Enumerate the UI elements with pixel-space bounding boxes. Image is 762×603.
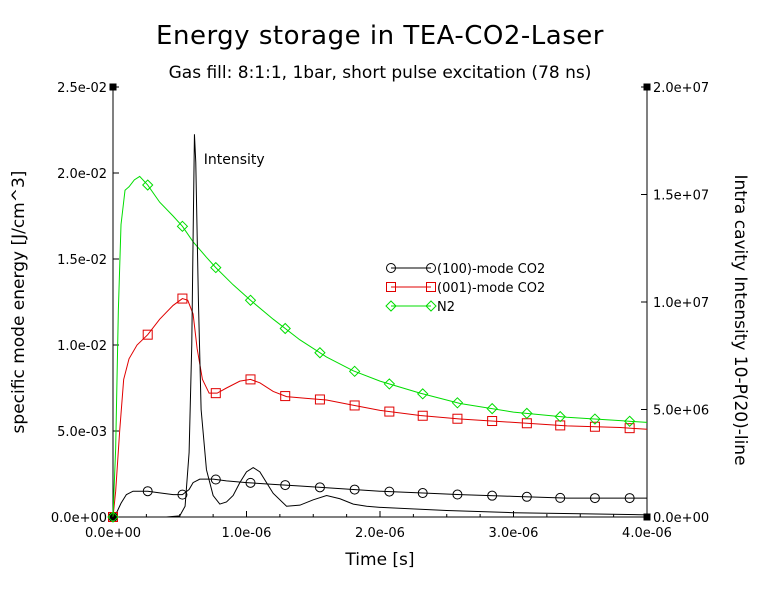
data-point — [384, 486, 395, 497]
data-point — [177, 293, 188, 304]
data-point — [452, 489, 463, 500]
data-point — [314, 347, 326, 359]
legend-marker — [386, 263, 396, 273]
data-point — [384, 406, 395, 417]
y2-tick-label: 5.0e+06 — [653, 404, 709, 419]
data-point — [452, 413, 463, 424]
data-point — [417, 410, 428, 421]
data-point — [349, 400, 360, 411]
y-tick-label: 5.0e-03 — [57, 425, 107, 440]
data-point — [177, 489, 188, 500]
legend-marker — [386, 282, 396, 292]
data-point — [623, 415, 636, 427]
y-tick-label: 2.0e-02 — [57, 167, 107, 182]
data-point — [487, 490, 498, 501]
y2-tick-label: 1.5e+07 — [653, 189, 709, 204]
x-tick-label: 2.0e-06 — [355, 526, 405, 541]
markers-layer — [107, 179, 636, 523]
legend-label: N2 — [437, 300, 455, 315]
chart-title: Energy storage in TEA-CO2-Laser — [156, 21, 604, 51]
data-point — [349, 484, 360, 495]
legend-label: (100)-mode CO2 — [437, 262, 545, 277]
data-point — [210, 261, 222, 274]
y-axis-label: specific mode energy [J/cm^3] — [9, 171, 29, 434]
x-tick-label: 4.0e-06 — [622, 526, 672, 541]
data-point — [417, 388, 429, 400]
x-tick-label: 3.0e-06 — [489, 526, 539, 541]
x-tick-label: 0.0e+00 — [85, 526, 141, 541]
data-point — [210, 388, 221, 399]
y2-tick-label: 0.0e+00 — [653, 511, 709, 526]
data-point — [280, 391, 291, 402]
data-point — [521, 491, 532, 502]
data-point — [107, 511, 119, 523]
data-point — [142, 486, 153, 497]
data-point — [486, 402, 498, 415]
data-point — [589, 413, 601, 425]
series-line — [112, 298, 648, 518]
data-point — [589, 493, 600, 504]
legend-label: (001)-mode CO2 — [437, 281, 545, 296]
legend-marker — [425, 300, 437, 312]
data-point — [624, 423, 635, 434]
y-tick-label: 2.5e-02 — [57, 81, 107, 96]
data-point — [244, 294, 257, 306]
data-point — [142, 179, 154, 191]
data-point — [555, 492, 566, 503]
y2-tick-label: 2.0e+07 — [653, 81, 709, 96]
series-line — [112, 175, 648, 518]
data-point — [245, 477, 256, 488]
data-point — [554, 410, 566, 423]
data-point — [314, 394, 325, 405]
data-point — [624, 493, 635, 504]
data-point — [451, 397, 464, 409]
data-point — [314, 482, 325, 493]
series-line — [113, 134, 648, 518]
legend-marker — [385, 300, 397, 312]
x-axis-label: Time [s] — [344, 550, 414, 570]
annotation-label: Intensity — [204, 152, 265, 168]
data-point — [176, 220, 189, 233]
data-point — [142, 329, 153, 340]
legend-marker — [426, 282, 436, 292]
data-point — [521, 407, 533, 420]
series-line — [112, 478, 647, 518]
data-point — [245, 374, 256, 385]
y2-axis-label: Intra cavity Intensity 10-P(20)-line — [730, 174, 750, 465]
y2-tick-label: 1.0e+07 — [653, 296, 709, 311]
data-point — [383, 378, 396, 390]
data-point — [210, 474, 221, 485]
data-point — [348, 365, 361, 378]
x-tick-label: 1.0e-06 — [222, 526, 272, 541]
y-tick-label: 0.0e+00 — [51, 511, 107, 526]
data-point — [487, 416, 498, 427]
data-point — [417, 488, 428, 499]
y-tick-label: 1.0e-02 — [57, 339, 107, 354]
annotations-layer: Intensity — [204, 152, 265, 168]
data-point — [589, 421, 600, 432]
data-point — [279, 322, 291, 335]
legend: (100)-mode CO2 (001)-mode CO2 N2 — [385, 262, 545, 315]
legend-marker — [426, 263, 436, 273]
data-point — [280, 480, 291, 491]
y-tick-label: 1.5e-02 — [57, 253, 107, 268]
series-layer — [112, 134, 648, 518]
chart-subtitle: Gas fill: 8:1:1, 1bar, short pulse excit… — [169, 63, 592, 83]
axes-layer: 0.0e+00 1.0e-06 2.0e-06 3.0e-06 4.0e-060.0e+… — [51, 81, 709, 541]
